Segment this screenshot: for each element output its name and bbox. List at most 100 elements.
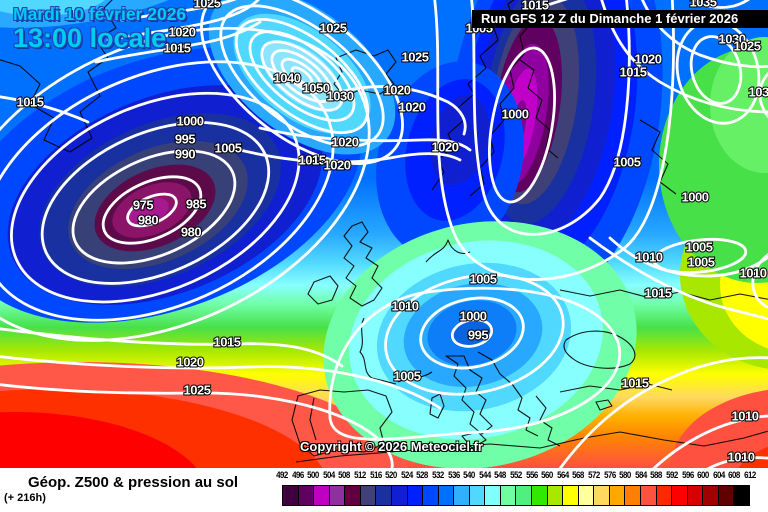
isobar-label: 1010: [392, 298, 419, 313]
scale-tick-label: 564: [556, 470, 569, 480]
isobar-label: 1000: [682, 189, 709, 204]
isobar-label: 1025: [184, 382, 211, 397]
scale-tick-label: 500: [307, 470, 320, 480]
color-scale: [282, 485, 750, 506]
scale-cell: [360, 486, 377, 505]
scale-cell: [500, 486, 517, 505]
scale-tick-label: 556: [525, 470, 538, 480]
isobar-label: 995: [468, 327, 488, 342]
isobar-label: 1025: [402, 49, 429, 64]
scale-tick-label: 528: [416, 470, 429, 480]
scale-cell: [376, 486, 392, 505]
isobar-label: 1015: [620, 64, 647, 79]
scale-cell: [687, 486, 704, 505]
isobar-label: 1050: [303, 80, 330, 95]
legend-forecast-hour: (+ 216h): [4, 492, 46, 504]
scale-tick-label: 520: [385, 470, 398, 480]
scale-tick-label: 596: [681, 470, 694, 480]
isobar-label: 1010: [636, 249, 663, 264]
scale-cell: [516, 486, 532, 505]
scale-cell: [485, 486, 501, 505]
scale-cell: [298, 486, 315, 505]
scale-cell: [594, 486, 610, 505]
isobar-label: 1005: [215, 140, 242, 155]
scale-cell: [625, 486, 641, 505]
color-scale-ticks: 492 496 500 504 508 512 516 520 524 528 532 536 540 5…: [0, 470, 768, 481]
scale-cell: [563, 486, 579, 505]
copyright-text: Copyright © 2026 Meteociel.fr: [300, 439, 483, 454]
isobar-label: 1020: [332, 134, 359, 149]
isobar-label: 1015: [17, 94, 44, 109]
isobar-label: 1020: [324, 157, 351, 172]
isobar-label: 985: [186, 196, 206, 211]
scale-tick-label: 608: [728, 470, 741, 480]
isobar-label: 1010: [728, 449, 755, 464]
isobar-label: 1005: [614, 154, 641, 169]
isobar-label: 1020: [432, 139, 459, 154]
isobar-label: 1025: [320, 20, 347, 35]
scale-tick-label: 492: [276, 470, 288, 480]
isobar-label: 1005: [394, 368, 421, 383]
scale-tick-label: 568: [572, 470, 585, 480]
scale-tick-label: 600: [697, 470, 710, 480]
scale-tick-label: 612: [744, 470, 756, 480]
scale-tick-label: 552: [510, 470, 522, 480]
scale-cell: [407, 486, 424, 505]
scale-cell: [703, 486, 719, 505]
scale-cell: [329, 486, 346, 505]
isobar-label: 1025: [152, 6, 179, 21]
scale-tick-label: 536: [447, 470, 460, 480]
isobar-label: 1015: [164, 40, 191, 55]
isobar-label: 995: [175, 131, 195, 146]
scale-tick-label: 496: [291, 470, 304, 480]
scale-cell: [672, 486, 688, 505]
scale-cell: [656, 486, 673, 505]
scale-cell: [283, 486, 299, 505]
isobar-label: 1015: [645, 285, 672, 300]
scale-cell: [438, 486, 455, 505]
isobar-label: 1040: [274, 70, 301, 85]
scale-tick-label: 508: [338, 470, 351, 480]
scale-cell: [532, 486, 548, 505]
scale-tick-label: 548: [494, 470, 507, 480]
isobar-label: 1010: [740, 265, 767, 280]
scale-cell: [734, 486, 749, 505]
scale-tick-label: 560: [541, 470, 554, 480]
isobar-label: 1020: [399, 99, 426, 114]
isobar-label: 990: [175, 146, 195, 161]
scale-cell: [454, 486, 470, 505]
scale-tick-label: 540: [463, 470, 476, 480]
scale-tick-label: 604: [712, 470, 725, 480]
scale-tick-label: 532: [432, 470, 444, 480]
scale-tick-label: 580: [619, 470, 632, 480]
isobar-label: 1005: [688, 254, 715, 269]
scale-cell: [718, 486, 735, 505]
scale-cell: [345, 486, 361, 505]
isobar-label: 975: [133, 197, 153, 212]
isobar-label: 1000: [460, 308, 487, 323]
isobar-label: 1020: [384, 82, 411, 97]
legend-title: Géop. Z500 & pression au sol: [28, 474, 239, 491]
scale-cell: [469, 486, 486, 505]
scale-cell: [423, 486, 439, 505]
isobar-label: 1035: [749, 84, 768, 99]
scale-tick-label: 516: [369, 470, 382, 480]
isobar-label: 1005: [470, 271, 497, 286]
isobar-label: 1030: [719, 31, 746, 46]
isobar-label: 980: [138, 212, 158, 227]
isobar-label: 1015: [214, 334, 241, 349]
scale-tick-label: 584: [634, 470, 647, 480]
isobar-label: 1030: [327, 88, 354, 103]
scale-cell: [640, 486, 657, 505]
isobar-label: 1000: [502, 106, 529, 121]
scale-cell: [578, 486, 595, 505]
isobar-label: 980: [181, 224, 201, 239]
scale-tick-label: 576: [603, 470, 616, 480]
scale-cell: [609, 486, 626, 505]
scale-cell: [547, 486, 564, 505]
isobar-label: 1035: [690, 0, 717, 9]
isobar-label: 1025: [194, 0, 221, 10]
isobar-label: 1015: [622, 375, 649, 390]
legend-panel: Géop. Z500 & pression au sol (+ 216h) 49…: [0, 468, 768, 512]
